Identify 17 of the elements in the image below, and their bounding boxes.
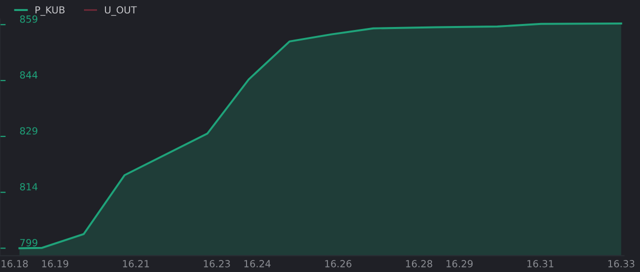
x-tick-label: 16.33 — [608, 260, 634, 268]
x-tick-label: 16.26 — [325, 260, 352, 268]
x-tick-label: 16.29 — [446, 260, 473, 268]
y-tick-label: 829 — [20, 127, 38, 135]
x-tick-label: 16.28 — [406, 260, 432, 268]
y-tick-label: 814 — [20, 183, 38, 190]
x-tick-label: 16.21 — [123, 260, 149, 268]
x-tick-label: 16.19 — [42, 260, 68, 268]
y-tick-label: 844 — [20, 71, 38, 79]
x-tick-label: 16.24 — [244, 260, 271, 268]
legend-label: P_KUB — [36, 6, 65, 16]
x-tick-label: 16.23 — [204, 260, 230, 268]
x-tick-label: 16.31 — [527, 260, 554, 268]
y-tick-label: 859 — [20, 15, 38, 23]
x-tick-label: 16.18 — [2, 260, 28, 268]
y-tick-label: 799 — [20, 238, 38, 246]
legend-label: U_OUT — [104, 6, 137, 16]
